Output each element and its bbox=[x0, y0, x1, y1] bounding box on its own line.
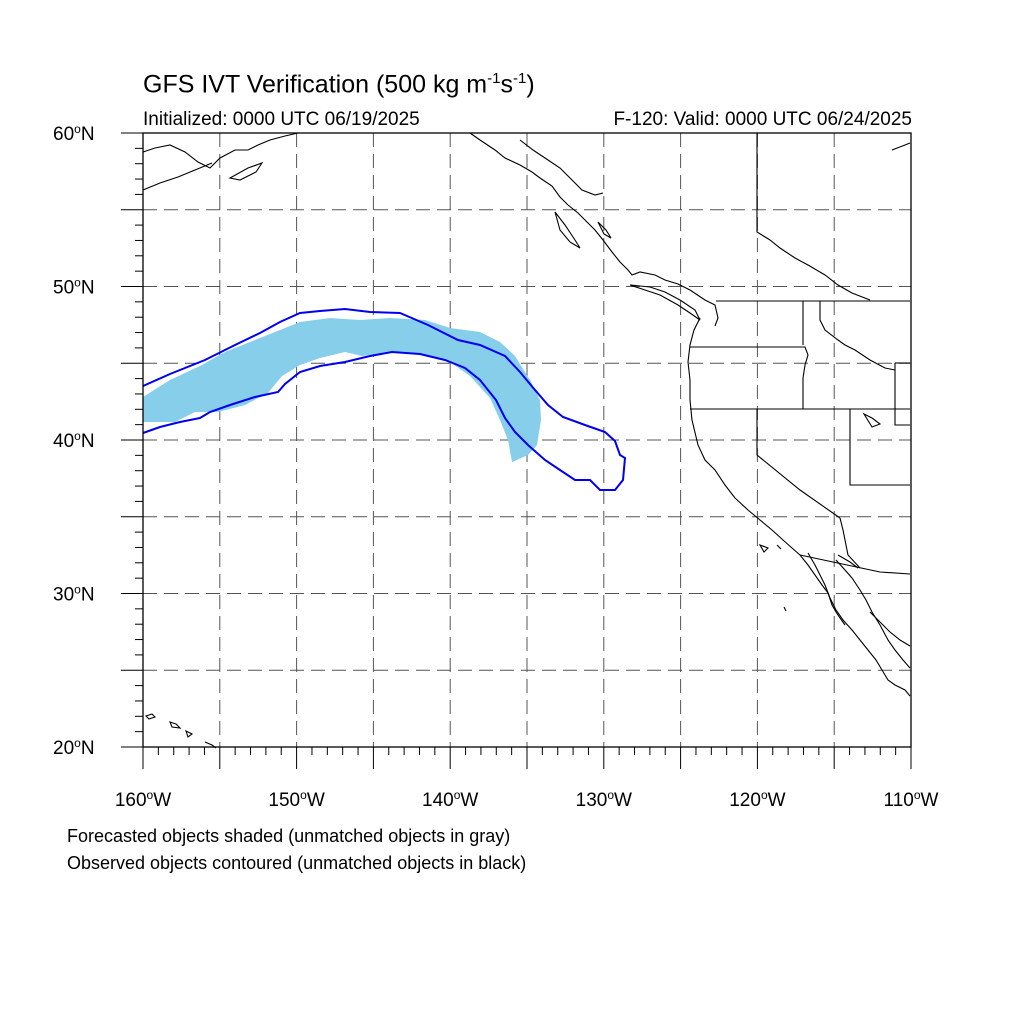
observed-object-contour bbox=[142, 307, 627, 491]
initialized-time: Initialized: 0000 UTC 06/19/2025 bbox=[143, 109, 420, 130]
legend-observed: Observed objects contoured (unmatched ob… bbox=[67, 853, 527, 873]
lat-label: 20oN bbox=[53, 736, 95, 759]
lon-label: 120oW bbox=[729, 788, 785, 811]
coastline bbox=[142, 132, 911, 749]
lon-label: 110oW bbox=[884, 788, 939, 811]
lon-label: 140oW bbox=[422, 788, 478, 811]
lat-label: 30oN bbox=[53, 583, 95, 606]
map-ticks bbox=[121, 132, 912, 769]
valid-time: F-120: Valid: 0000 UTC 06/24/2025 bbox=[613, 109, 912, 130]
ivt-map: 60oN 50oN 40oN 30oN 20oN 160oW 150oW 140oW 130oW… bbox=[53, 122, 939, 811]
legend-forecast: Forecasted objects shaded (unmatched obj… bbox=[67, 826, 511, 846]
map-title: GFS IVT Verification (500 kg m-1s-1) bbox=[143, 70, 535, 99]
lon-label: 130oW bbox=[576, 788, 632, 811]
lon-label: 160oW bbox=[115, 788, 171, 811]
axis-labels: 60oN 50oN 40oN 30oN 20oN 160oW 150oW 140oW 130oW… bbox=[53, 122, 939, 811]
lon-label: 150oW bbox=[268, 788, 324, 811]
map-frame bbox=[142, 132, 912, 748]
lat-label: 50oN bbox=[53, 276, 95, 299]
lat-label: 40oN bbox=[53, 429, 95, 452]
forecast-object-shaded bbox=[143, 318, 541, 462]
lat-label: 60oN bbox=[53, 122, 95, 145]
